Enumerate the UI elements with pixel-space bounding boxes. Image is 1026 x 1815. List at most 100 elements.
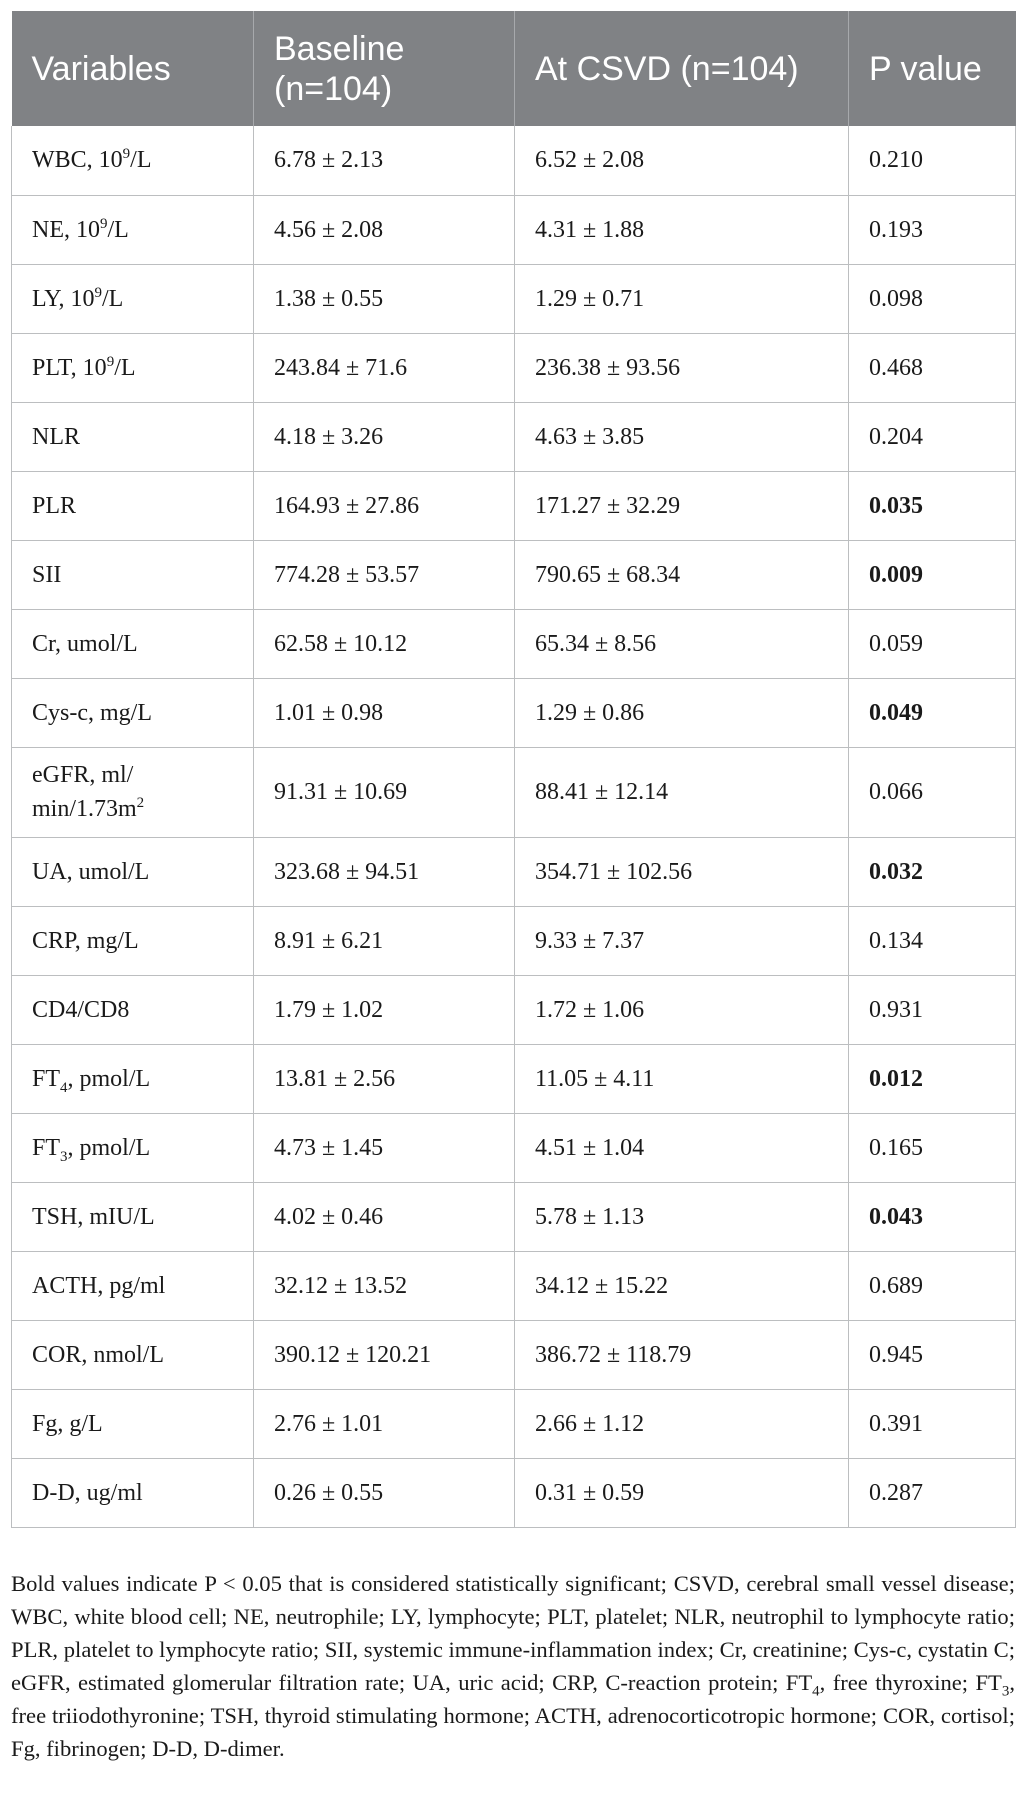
cell-p-value: 0.032: [848, 836, 1016, 906]
variable-superscript: 2: [136, 795, 145, 811]
cell-at-csvd: 5.78 ± 1.13: [514, 1181, 849, 1251]
variable-unit: /L: [107, 216, 129, 243]
table-row: WBC, 109/L 6.78 ± 2.13 6.52 ± 2.08 0.210: [11, 126, 1016, 195]
cell-at-csvd: 386.72 ± 118.79: [514, 1319, 849, 1389]
variable-name: Fg, g/L: [32, 1410, 103, 1437]
cell-at-csvd: 9.33 ± 7.37: [514, 905, 849, 975]
footnote-sub-1: 4: [812, 1683, 820, 1700]
table-row: eGFR, ml/min/1.73m2 91.31 ± 10.69 88.41 ± …: [11, 746, 1016, 837]
cell-at-csvd: 171.27 ± 32.29: [514, 470, 849, 540]
variable-unit: , pmol/L: [67, 1065, 151, 1092]
cell-variable: D-D, ug/ml: [11, 1457, 254, 1528]
variable-name: PLT, 10: [32, 354, 107, 381]
footnote-sub-2: 3: [1001, 1683, 1010, 1700]
footnote-text-2: , free thyroxine; FT: [819, 1670, 1002, 1695]
header-baseline-line2: (n=104): [274, 69, 393, 108]
cell-at-csvd: 6.52 ± 2.08: [514, 126, 849, 195]
variable-name: WBC, 10: [32, 147, 123, 174]
variable-name: ACTH, pg/ml: [32, 1272, 166, 1299]
cell-baseline: 243.84 ± 71.6: [253, 332, 515, 402]
variable-name: PLR: [32, 492, 77, 519]
variable-superscript: 9: [122, 146, 131, 163]
variable-name: TSH, mIU/L: [32, 1203, 155, 1230]
table-row: CRP, mg/L 8.91 ± 6.21 9.33 ± 7.37 0.134: [11, 905, 1016, 975]
cell-p-value: 0.193: [848, 194, 1016, 264]
cell-at-csvd: 354.71 ± 102.56: [514, 836, 849, 906]
cell-baseline: 0.26 ± 0.55: [253, 1457, 515, 1528]
cell-variable: LY, 109/L: [11, 263, 254, 333]
cell-at-csvd: 1.72 ± 1.06: [514, 974, 849, 1044]
cell-at-csvd: 236.38 ± 93.56: [514, 332, 849, 402]
cell-baseline: 4.02 ± 0.46: [253, 1181, 515, 1251]
table-row: CD4/CD8 1.79 ± 1.02 1.72 ± 1.06 0.931: [11, 974, 1016, 1044]
cell-variable: CRP, mg/L: [11, 905, 254, 975]
table-footnote: Bold values indicate P < 0.05 that is co…: [11, 1567, 1015, 1765]
variable-name: FT: [32, 1065, 61, 1092]
cell-p-value: 0.689: [848, 1250, 1016, 1320]
table-header: Variables Baseline (n=104) At CSVD (n=104…: [11, 11, 1016, 126]
cell-variable: Cr, umol/L: [11, 608, 254, 678]
table-row: ACTH, pg/ml 32.12 ± 13.52 34.12 ± 15.22 0.6…: [11, 1250, 1016, 1320]
variable-name: D-D, ug/ml: [32, 1479, 143, 1506]
variable-name: CRP, mg/L: [32, 927, 139, 954]
table-row: LY, 109/L 1.38 ± 0.55 1.29 ± 0.71 0.098: [11, 263, 1016, 333]
table-row: NLR 4.18 ± 3.26 4.63 ± 3.85 0.204: [11, 401, 1016, 471]
header-baseline: Baseline (n=104): [253, 11, 515, 126]
cell-at-csvd: 65.34 ± 8.56: [514, 608, 849, 678]
cell-at-csvd: 88.41 ± 12.14: [514, 746, 849, 837]
cell-variable: UA, umol/L: [11, 836, 254, 906]
variable-name-line2: min/1.73m: [32, 796, 137, 822]
cell-baseline: 774.28 ± 53.57: [253, 539, 515, 609]
cell-variable: FT3, pmol/L: [11, 1112, 254, 1182]
cell-baseline: 4.73 ± 1.45: [253, 1112, 515, 1182]
variable-name: Cys-c, mg/L: [32, 699, 152, 726]
table-row: SII 774.28 ± 53.57 790.65 ± 68.34 0.009: [11, 539, 1016, 609]
cell-variable: NLR: [11, 401, 254, 471]
cell-baseline: 8.91 ± 6.21: [253, 905, 515, 975]
table-row: PLT, 109/L 243.84 ± 71.6 236.38 ± 93.56 0.4…: [11, 332, 1016, 402]
header-baseline-line1: Baseline: [274, 29, 405, 68]
cell-p-value: 0.066: [848, 746, 1016, 837]
cell-p-value: 0.204: [848, 401, 1016, 471]
data-table: Variables Baseline (n=104) At CSVD (n=104…: [11, 11, 1016, 1528]
cell-baseline: 323.68 ± 94.51: [253, 836, 515, 906]
table-row: NE, 109/L 4.56 ± 2.08 4.31 ± 1.88 0.193: [11, 194, 1016, 264]
variable-unit: /L: [102, 285, 124, 312]
variable-name: FT: [32, 1134, 61, 1161]
cell-variable: SII: [11, 539, 254, 609]
cell-baseline: 62.58 ± 10.12: [253, 608, 515, 678]
cell-p-value: 0.931: [848, 974, 1016, 1044]
cell-p-value: 0.059: [848, 608, 1016, 678]
cell-at-csvd: 4.51 ± 1.04: [514, 1112, 849, 1182]
cell-variable: FT4, pmol/L: [11, 1043, 254, 1113]
table-row: TSH, mIU/L 4.02 ± 0.46 5.78 ± 1.13 0.043: [11, 1181, 1016, 1251]
variable-name: NLR: [32, 423, 80, 450]
table-row: FT3, pmol/L 4.73 ± 1.45 4.51 ± 1.04 0.165: [11, 1112, 1016, 1182]
header-row: Variables Baseline (n=104) At CSVD (n=104…: [11, 11, 1016, 126]
cell-at-csvd: 4.31 ± 1.88: [514, 194, 849, 264]
cell-variable: PLR: [11, 470, 254, 540]
cell-p-value: 0.049: [848, 677, 1016, 747]
variable-name: CD4/CD8: [32, 996, 130, 1023]
cell-p-value: 0.945: [848, 1319, 1016, 1389]
variable-unit: /L: [130, 147, 152, 174]
variable-superscript: 9: [106, 353, 115, 370]
variable-superscript: 9: [94, 284, 103, 301]
cell-variable: Cys-c, mg/L: [11, 677, 254, 747]
variable-name: NE, 10: [32, 216, 100, 243]
cell-p-value: 0.134: [848, 905, 1016, 975]
cell-variable: COR, nmol/L: [11, 1319, 254, 1389]
variable-subscript: 3: [60, 1148, 68, 1165]
variable-unit: /L: [114, 354, 136, 381]
cell-p-value: 0.012: [848, 1043, 1016, 1113]
cell-at-csvd: 4.63 ± 3.85: [514, 401, 849, 471]
cell-at-csvd: 1.29 ± 0.71: [514, 263, 849, 333]
cell-variable: Fg, g/L: [11, 1388, 254, 1458]
cell-at-csvd: 790.65 ± 68.34: [514, 539, 849, 609]
table-body: WBC, 109/L 6.78 ± 2.13 6.52 ± 2.08 0.210 NE,…: [11, 126, 1016, 1528]
variable-name: UA, umol/L: [32, 858, 150, 885]
header-p-value: P value: [848, 11, 1016, 126]
cell-baseline: 32.12 ± 13.52: [253, 1250, 515, 1320]
table-row: Cys-c, mg/L 1.01 ± 0.98 1.29 ± 0.86 0.049: [11, 677, 1016, 747]
cell-p-value: 0.043: [848, 1181, 1016, 1251]
